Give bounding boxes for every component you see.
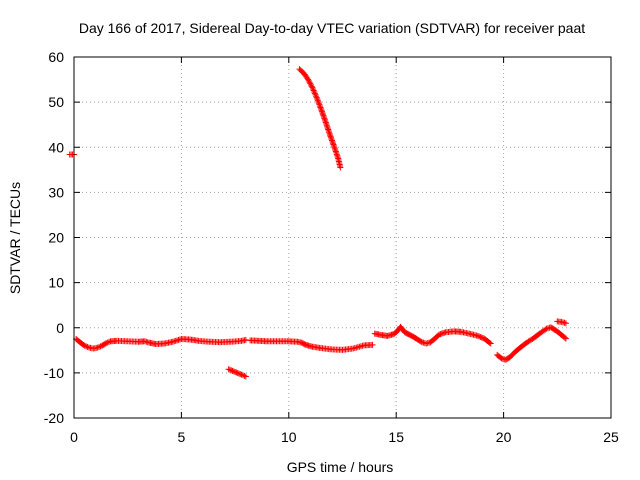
data-segment bbox=[494, 324, 569, 363]
data-point-marker bbox=[80, 342, 87, 349]
data-point-marker bbox=[497, 354, 504, 361]
data-point-marker bbox=[542, 326, 549, 333]
data-segment bbox=[225, 366, 249, 380]
data-point-marker bbox=[233, 369, 240, 376]
data-point-marker bbox=[311, 90, 318, 97]
data-point-marker bbox=[306, 79, 313, 86]
data-segment bbox=[296, 66, 344, 171]
x-tick-label: 10 bbox=[281, 429, 297, 445]
data-point-marker bbox=[314, 97, 321, 104]
data-point-marker bbox=[102, 340, 109, 347]
data-point-marker bbox=[83, 343, 90, 350]
data-segment bbox=[247, 337, 376, 353]
data-point-marker bbox=[305, 76, 312, 83]
x-tick-label: 0 bbox=[70, 429, 78, 445]
data-point-marker bbox=[229, 367, 236, 374]
data-point-marker bbox=[308, 83, 315, 90]
data-point-marker bbox=[226, 366, 233, 373]
y-tick-label: 10 bbox=[48, 275, 64, 291]
data-point-marker bbox=[316, 103, 323, 110]
data-point-marker bbox=[238, 371, 245, 378]
y-axis-label: SDTVAR / TECUs bbox=[7, 182, 23, 294]
data-point-marker bbox=[314, 96, 321, 103]
y-tick-labels: -20 -10 0 10 20 30 40 50 60 bbox=[44, 49, 64, 426]
data-point-marker bbox=[239, 372, 246, 379]
x-tick-label: 5 bbox=[178, 429, 186, 445]
data-point-marker bbox=[311, 88, 318, 95]
data-point-marker bbox=[478, 334, 485, 341]
y-tick-label: 30 bbox=[48, 184, 64, 200]
data-point-marker bbox=[305, 77, 312, 84]
data-point-marker bbox=[228, 367, 235, 374]
data-point-marker bbox=[84, 344, 91, 351]
y-tick-label: 40 bbox=[48, 139, 64, 155]
data-point-marker bbox=[562, 320, 569, 327]
data-point-marker bbox=[81, 342, 88, 349]
y-tick-label: 60 bbox=[48, 49, 64, 65]
data-point-marker bbox=[561, 334, 568, 341]
plot-frame bbox=[73, 56, 612, 419]
data-point-marker bbox=[96, 344, 103, 351]
chart-title: Day 166 of 2017, Sidereal Day-to-day VTE… bbox=[79, 20, 585, 36]
y-tick-label: 20 bbox=[48, 230, 64, 246]
data-point-marker bbox=[97, 343, 104, 350]
data-point-marker bbox=[486, 339, 493, 346]
data-segment bbox=[73, 336, 249, 352]
data-point-marker bbox=[104, 339, 111, 346]
data-point-marker bbox=[316, 101, 323, 108]
y-tick-label: -10 bbox=[44, 365, 64, 381]
data-segment bbox=[554, 318, 569, 327]
data-point-marker bbox=[230, 368, 237, 375]
data-point-marker bbox=[237, 371, 244, 378]
y-tick-label: -20 bbox=[44, 410, 64, 426]
data-series bbox=[66, 66, 569, 380]
data-point-marker bbox=[241, 372, 248, 379]
data-point-marker bbox=[313, 93, 320, 100]
data-point-marker bbox=[307, 80, 314, 87]
y-tick-label: 50 bbox=[48, 94, 64, 110]
data-point-marker bbox=[562, 335, 569, 342]
data-point-marker bbox=[315, 100, 322, 107]
data-point-marker bbox=[337, 164, 344, 171]
x-tick-label: 25 bbox=[603, 429, 619, 445]
data-point-marker bbox=[487, 340, 494, 347]
data-point-marker bbox=[317, 104, 324, 111]
data-point-marker bbox=[310, 86, 317, 93]
data-point-marker bbox=[94, 344, 101, 351]
data-point-marker bbox=[307, 81, 314, 88]
x-tick-label: 15 bbox=[388, 429, 404, 445]
data-point-marker bbox=[312, 91, 319, 98]
data-point-marker bbox=[315, 98, 322, 105]
data-point-marker bbox=[103, 340, 110, 347]
data-point-marker bbox=[477, 333, 484, 340]
x-tick-label: 20 bbox=[496, 429, 512, 445]
data-point-marker bbox=[225, 366, 232, 373]
data-point-marker bbox=[476, 333, 483, 340]
y-tick-label: 0 bbox=[56, 320, 64, 336]
data-point-marker bbox=[417, 338, 424, 345]
data-point-marker bbox=[106, 338, 113, 345]
data-point-marker bbox=[310, 87, 317, 94]
data-point-marker bbox=[313, 94, 320, 101]
x-axis-label: GPS time / hours bbox=[287, 459, 394, 475]
data-point-marker bbox=[235, 370, 242, 377]
data-segment bbox=[371, 323, 494, 347]
data-point-marker bbox=[369, 341, 376, 348]
x-tick-labels: 0 5 10 15 20 25 bbox=[70, 429, 619, 445]
data-point-marker bbox=[474, 332, 481, 339]
data-point-marker bbox=[309, 84, 316, 91]
grid-lines bbox=[74, 57, 611, 418]
data-point-marker bbox=[232, 368, 239, 375]
data-point-marker bbox=[242, 373, 249, 380]
data-point-marker bbox=[234, 370, 241, 377]
